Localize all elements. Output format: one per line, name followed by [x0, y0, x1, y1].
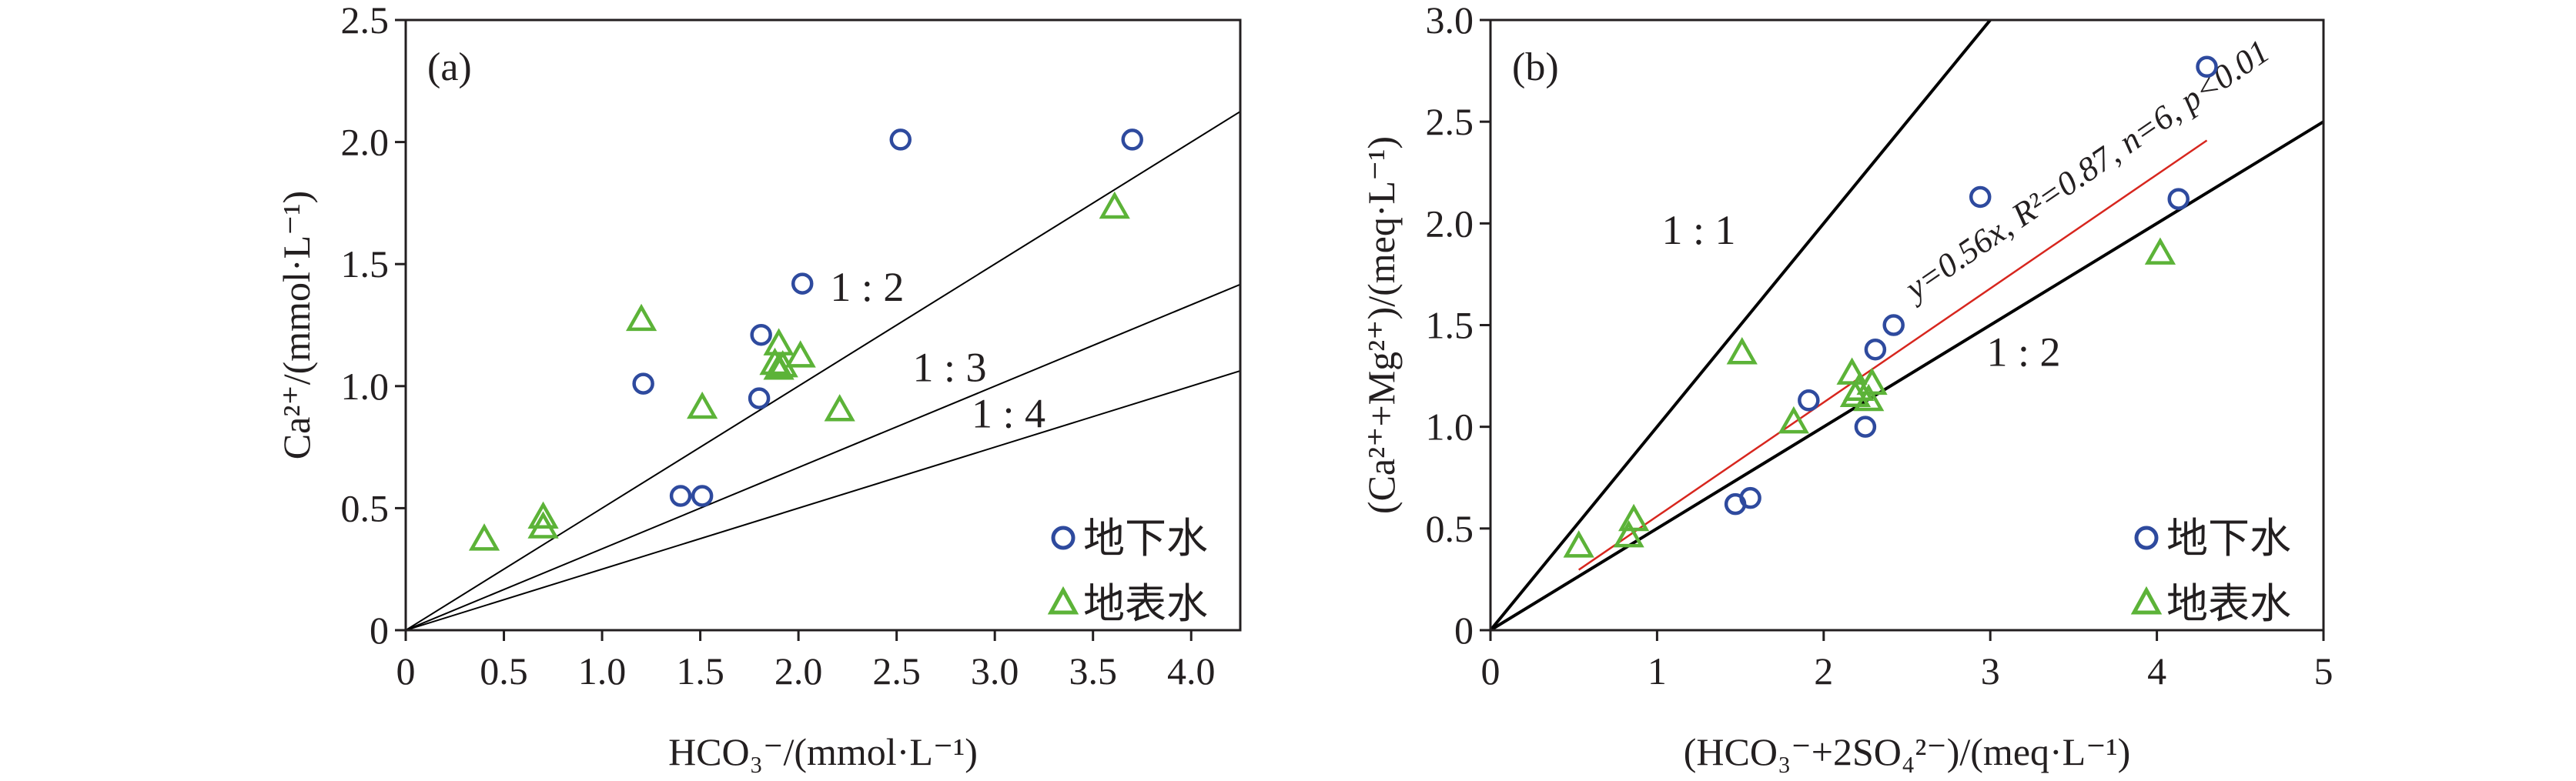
- data-point-triangle: [468, 523, 500, 551]
- ref-line-label: 1 : 2: [830, 264, 904, 310]
- y-tick-label: 1.0: [341, 365, 390, 408]
- data-point-triangle: [1099, 191, 1130, 219]
- data-point-triangle: [527, 511, 559, 539]
- data-point-circle: [1854, 416, 1877, 438]
- x-tick-label: 0.5: [480, 649, 528, 693]
- legend-label: 地下水: [2166, 516, 2291, 562]
- x-axis-label: (HCO₃⁻+2SO₄²⁻)/(meq·L⁻¹): [1684, 730, 2130, 773]
- x-tick-label: 4: [2147, 649, 2166, 693]
- data-point-circle: [889, 128, 912, 151]
- ref-line-label: 1 : 2: [1986, 329, 2060, 375]
- data-point-triangle: [824, 394, 855, 422]
- ref-line-label: 1 : 4: [972, 391, 1045, 437]
- y-tick-label: 1.5: [1426, 304, 1474, 347]
- data-point-circle: [750, 323, 772, 346]
- data-point-triangle: [763, 352, 795, 380]
- panel-label: (a): [427, 45, 472, 89]
- ref-line-label: 1 : 3: [913, 344, 987, 390]
- data-point-circle: [791, 272, 814, 295]
- data-point-circle: [1121, 128, 1143, 151]
- ref-line: [406, 111, 1240, 630]
- data-point-triangle: [687, 391, 718, 419]
- data-point-circle: [669, 485, 692, 507]
- x-tick-label: 2.0: [774, 649, 823, 693]
- data-point-triangle: [1726, 337, 1758, 365]
- y-tick-label: 0: [370, 609, 389, 652]
- x-tick-label: 0: [396, 649, 416, 693]
- x-tick-label: 4.0: [1167, 649, 1216, 693]
- data-point-triangle: [1839, 379, 1872, 407]
- x-tick-label: 3.5: [1069, 649, 1117, 693]
- data-point-triangle: [2144, 237, 2176, 265]
- data-point-circle: [2167, 188, 2190, 210]
- y-tick-label: 2.0: [1426, 202, 1474, 245]
- x-tick-label: 3.0: [971, 649, 1019, 693]
- data-point-triangle: [625, 303, 657, 332]
- y-axis-label: (Ca²⁺+Mg²⁺)/(meq·L⁻¹): [1360, 136, 1403, 514]
- x-tick-label: 2.5: [872, 649, 921, 693]
- panel-b: 1 : 11 : 2y=0.56x, R²=0.87, n=6, p<0.010…: [1360, 0, 2333, 773]
- ref-line-label: 1 : 1: [1661, 207, 1735, 253]
- legend-marker-triangle: [2130, 586, 2163, 615]
- data-point-circle: [1739, 486, 1761, 509]
- y-tick-label: 0.5: [341, 486, 390, 529]
- x-tick-label: 0: [1481, 649, 1500, 693]
- legend-marker-circle: [2134, 526, 2159, 550]
- x-tick-label: 1: [1648, 649, 1667, 693]
- data-point-triangle: [1778, 406, 1809, 434]
- data-point-circle: [632, 372, 654, 395]
- x-tick-label: 1.0: [578, 649, 627, 693]
- x-tick-label: 2: [1814, 649, 1833, 693]
- data-point-circle: [691, 485, 714, 507]
- x-axis-label: HCO₃⁻/(mmol·L⁻¹): [668, 730, 978, 773]
- data-point-circle: [1969, 185, 1992, 209]
- data-point-circle: [1864, 338, 1887, 361]
- data-point-circle: [748, 387, 771, 409]
- y-tick-label: 0: [1454, 609, 1474, 652]
- panel-label: (b): [1512, 45, 1559, 89]
- legend-label: 地表水: [2166, 581, 2291, 627]
- data-point-triangle: [1853, 383, 1885, 412]
- y-tick-label: 1.5: [341, 242, 390, 285]
- data-point-triangle: [785, 340, 816, 368]
- data-point-circle: [1798, 389, 1820, 412]
- data-point-circle: [2196, 55, 2218, 78]
- fit-line: [1577, 139, 2208, 571]
- y-tick-label: 2.0: [341, 121, 390, 164]
- ref-line: [406, 370, 1240, 630]
- y-tick-label: 1.0: [1426, 406, 1474, 449]
- ref-line: [406, 283, 1240, 630]
- legend-label: 地下水: [1083, 516, 1208, 562]
- y-tick-label: 2.5: [341, 0, 390, 42]
- ref-line: [1490, 20, 1992, 630]
- y-axis-label: Ca²⁺/(mmol·L⁻¹): [275, 191, 318, 459]
- data-point-triangle: [767, 349, 798, 378]
- panel-a: 1 : 21 : 31 : 4 0 0.5 1.0 1.5 2.0 2.5 3.0 3.5 4.0…: [275, 0, 1242, 773]
- plot-frame: [404, 18, 1242, 632]
- x-tick-label: 1.5: [676, 649, 724, 693]
- y-tick-label: 3.0: [1426, 0, 1474, 42]
- legend-marker-circle: [1051, 526, 1076, 550]
- x-tick-label: 3: [1981, 649, 2000, 693]
- legend-marker-triangle: [1047, 586, 1079, 615]
- data-point-triangle: [527, 501, 559, 529]
- data-point-circle: [1882, 314, 1905, 336]
- data-point-triangle: [1613, 519, 1644, 548]
- data-point-triangle: [1836, 357, 1868, 385]
- legend-label: 地表水: [1083, 581, 1208, 627]
- y-tick-label: 2.5: [1426, 100, 1474, 143]
- data-point-triangle: [1563, 530, 1594, 558]
- x-tick-label: 5: [2314, 649, 2333, 693]
- y-tick-label: 0.5: [1426, 507, 1474, 550]
- data-point-triangle: [1618, 503, 1650, 532]
